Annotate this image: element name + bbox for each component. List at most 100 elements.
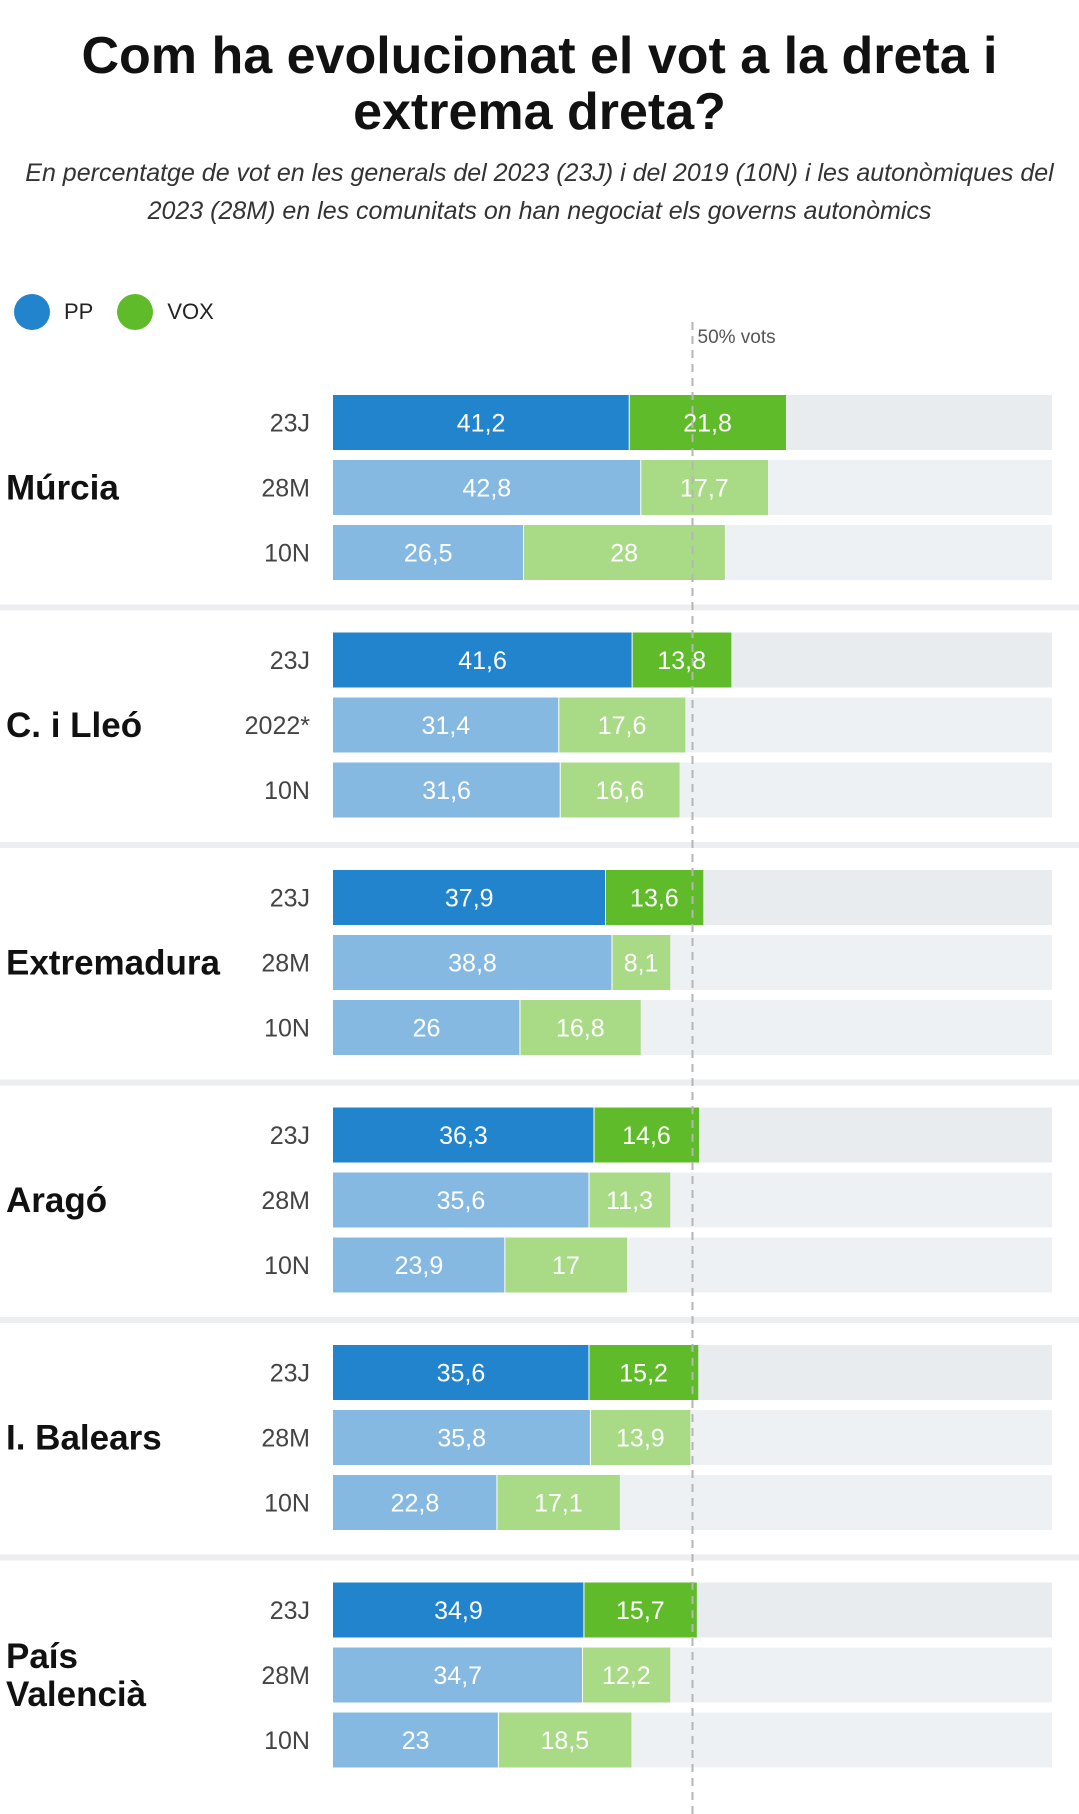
vox-value-label: 17,6 xyxy=(598,712,647,740)
row-label: 28M xyxy=(261,950,310,978)
vox-value-label: 13,6 xyxy=(630,885,679,913)
pp-value-label: 26 xyxy=(413,1015,441,1043)
pp-value-label: 23,9 xyxy=(395,1252,444,1280)
bar-vox xyxy=(588,1172,671,1228)
bar-vox xyxy=(560,762,680,818)
legend-swatch-pp xyxy=(14,294,50,330)
group-separator xyxy=(0,1554,1079,1561)
bar-pp xyxy=(333,525,524,580)
region-label: Valencià xyxy=(6,1675,147,1714)
bar-vox xyxy=(590,1410,691,1465)
region-label: País xyxy=(6,1637,78,1676)
row-label: 23J xyxy=(270,647,310,675)
bar-vox xyxy=(519,1000,641,1055)
bar-pp xyxy=(333,1712,499,1768)
vox-value-label: 16,8 xyxy=(556,1015,605,1043)
bar-vox xyxy=(611,935,671,990)
bar-pp xyxy=(333,1475,497,1530)
pp-value-label: 41,2 xyxy=(457,410,506,438)
row-label: 23J xyxy=(270,1597,310,1625)
bar-pp xyxy=(333,697,559,753)
pp-value-label: 23 xyxy=(402,1727,430,1755)
row-label: 10N xyxy=(264,1490,310,1518)
bar-pp xyxy=(333,1647,583,1703)
pp-value-label: 36,3 xyxy=(439,1122,488,1150)
pp-value-label: 41,6 xyxy=(458,647,507,675)
pp-value-label: 31,6 xyxy=(422,777,471,805)
group-separator xyxy=(0,604,1079,611)
vox-value-label: 8,1 xyxy=(624,950,659,978)
vox-value-label: 15,7 xyxy=(616,1597,665,1625)
bar-vox xyxy=(593,1107,699,1163)
row-label: 23J xyxy=(270,1122,310,1150)
row-label: 10N xyxy=(264,777,310,805)
pp-value-label: 35,6 xyxy=(437,1360,486,1388)
group-separator xyxy=(0,1317,1079,1323)
group-separator xyxy=(0,1079,1079,1086)
bar-vox xyxy=(582,1647,671,1703)
pp-value-label: 42,8 xyxy=(463,475,512,503)
region-group: I. Balears 23J 35,6 15,2 28M 35,8 13,9 10N 22,8 1… xyxy=(6,1345,1052,1530)
vox-value-label: 17 xyxy=(552,1252,580,1280)
vox-value-label: 13,9 xyxy=(616,1425,665,1453)
legend-label-vox: VOX xyxy=(167,299,214,324)
region-label: I. Balears xyxy=(6,1419,162,1458)
bar-vox xyxy=(640,460,768,515)
row-label: 28M xyxy=(261,475,310,503)
region-group: C. i Lleó 23J 41,6 13,8 2022* 31,4 17,6 10N 31,6… xyxy=(6,632,1052,818)
region-group: Extremadura 23J 37,9 13,6 28M 38,8 8,1 10N 26 16,… xyxy=(6,870,1052,1055)
vox-value-label: 28 xyxy=(610,540,638,568)
row-label: 28M xyxy=(261,1187,310,1215)
legend-item-pp: PP xyxy=(14,294,93,330)
row-label: 23J xyxy=(270,410,310,438)
separators-layer xyxy=(0,604,1079,1561)
pp-value-label: 37,9 xyxy=(445,885,494,913)
bar-pp xyxy=(333,1345,589,1400)
bar-pp xyxy=(333,395,630,450)
region-label: Múrcia xyxy=(6,469,119,508)
bar-pp xyxy=(333,1237,505,1293)
reference-line-label: 50% vots xyxy=(698,327,776,348)
region-group: Aragó 23J 36,3 14,6 28M 35,6 11,3 10N 23,9 17 xyxy=(6,1107,1052,1293)
row-label: 10N xyxy=(264,540,310,568)
row-label: 10N xyxy=(264,1015,310,1043)
bar-pp xyxy=(333,1582,584,1638)
bar-vox xyxy=(523,525,725,580)
pp-value-label: 34,9 xyxy=(434,1597,483,1625)
vox-value-label: 16,6 xyxy=(596,777,645,805)
row-label: 10N xyxy=(264,1727,310,1755)
bar-pp xyxy=(333,870,606,925)
bar-vox xyxy=(588,1345,699,1400)
vox-value-label: 14,6 xyxy=(622,1122,671,1150)
legend: PP VOX xyxy=(14,292,238,332)
chart-title: Com ha evolucionat el vot a la dreta i e… xyxy=(81,27,998,141)
region-group: Múrcia 23J 41,2 21,8 28M 42,8 17,7 10N 26,5 28 xyxy=(6,395,1052,580)
region-label: Extremadura xyxy=(6,944,221,983)
pp-value-label: 35,6 xyxy=(437,1187,486,1215)
chart-subtitle: En percentatge de vot en les generals de… xyxy=(25,159,1054,225)
region-label: Aragó xyxy=(6,1181,107,1220)
row-label: 2022* xyxy=(245,712,311,740)
pp-value-label: 31,4 xyxy=(422,712,471,740)
bar-vox xyxy=(605,870,704,925)
vox-value-label: 18,5 xyxy=(541,1727,590,1755)
vox-value-label: 17,7 xyxy=(680,475,729,503)
row-label: 28M xyxy=(261,1425,310,1453)
bar-pp xyxy=(333,1107,594,1163)
bar-pp xyxy=(333,632,633,688)
bar-vox xyxy=(583,1582,697,1638)
bar-pp xyxy=(333,460,641,515)
vox-value-label: 13,8 xyxy=(657,647,706,675)
bar-pp xyxy=(333,1000,520,1055)
legend-label-pp: PP xyxy=(64,299,94,324)
bar-pp xyxy=(333,1410,591,1465)
bar-pp xyxy=(333,935,612,990)
vox-value-label: 12,2 xyxy=(602,1662,651,1690)
legend-item-vox: VOX xyxy=(117,294,214,330)
vox-value-label: 15,2 xyxy=(619,1360,668,1388)
row-label: 23J xyxy=(270,885,310,913)
bar-pp xyxy=(333,1172,589,1228)
vox-value-label: 21,8 xyxy=(683,410,732,438)
